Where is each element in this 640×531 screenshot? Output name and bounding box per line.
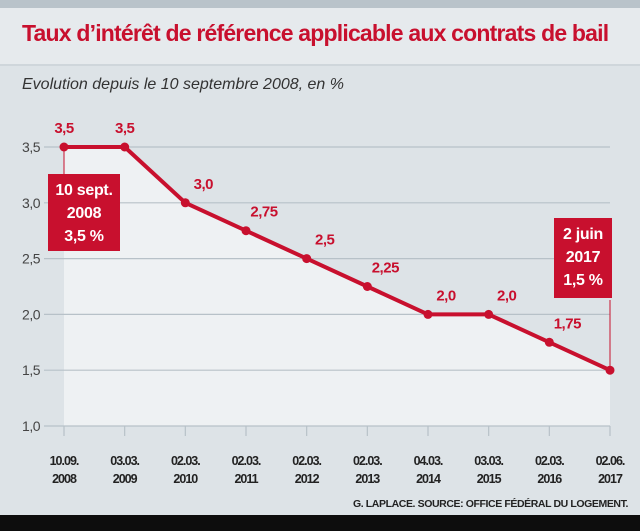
annotation-text: 10 sept.: [55, 182, 112, 199]
x-tick-label: 2014: [416, 472, 441, 486]
x-tick-label: 2011: [234, 472, 258, 486]
y-tick-label: 2,0: [22, 306, 41, 322]
data-point: [544, 337, 554, 347]
y-tick-label: 2,5: [22, 251, 41, 267]
data-label: 1,75: [554, 315, 581, 332]
data-point: [484, 309, 494, 319]
annotation-text: 3,5 %: [64, 228, 103, 245]
data-point: [605, 365, 615, 375]
data-label: 2,25: [372, 260, 399, 277]
x-tick-label: 02.03.: [535, 454, 564, 468]
x-tick-label: 03.03.: [474, 454, 503, 468]
x-tick-label: 2016: [537, 472, 562, 486]
x-tick-label: 2009: [113, 472, 138, 486]
annotation-box: [554, 218, 612, 298]
data-point: [120, 142, 130, 152]
y-tick-label: 1,0: [22, 418, 41, 434]
x-tick-label: 04.03.: [414, 454, 443, 468]
source-credit: G. LAPLACE. SOURCE: OFFICE FÉDÉRAL DU LO…: [352, 498, 628, 510]
x-tick-label: 02.03.: [232, 454, 261, 468]
data-point: [302, 254, 312, 264]
x-tick-label: 02.03.: [292, 454, 321, 468]
data-point: [362, 282, 372, 291]
x-tick-label: 2010: [173, 472, 198, 486]
plot-area-fill: [64, 147, 610, 426]
x-tick-label: 2008: [52, 472, 77, 486]
annotation-text: 1,5 %: [563, 272, 602, 289]
title-band: [0, 8, 640, 66]
annotation-text: 2017: [566, 249, 601, 266]
data-label: 3,0: [194, 176, 214, 193]
annotation-box: [48, 174, 120, 251]
x-tick-label: 02.03.: [171, 454, 200, 468]
data-label: 3,5: [115, 120, 135, 137]
data-point: [59, 142, 69, 152]
x-tick-label: 10.09.: [50, 454, 79, 468]
x-tick-label: 2012: [295, 472, 320, 486]
top-band: [0, 0, 640, 8]
x-tick-label: 2017: [598, 472, 623, 486]
data-point: [241, 226, 251, 236]
data-label: 2,0: [436, 287, 456, 304]
data-label: 2,0: [497, 287, 517, 304]
annotation-text: 2 juin: [563, 226, 603, 243]
annotation-text: 2008: [67, 205, 102, 222]
y-tick-label: 3,5: [22, 139, 41, 155]
data-point: [423, 309, 433, 319]
data-label: 3,5: [54, 120, 74, 137]
y-tick-label: 1,5: [22, 362, 41, 378]
chart-subtitle: Evolution depuis le 10 septembre 2008, e…: [22, 76, 344, 93]
x-tick-label: 2013: [355, 472, 380, 486]
x-tick-label: 02.03.: [353, 454, 382, 468]
data-label: 2,75: [250, 204, 277, 221]
x-tick-label: 03.03.: [110, 454, 139, 468]
bottom-band: [0, 515, 640, 531]
x-tick-label: 02.06.: [596, 454, 625, 468]
series-line: [64, 145, 611, 373]
data-label: 2,5: [315, 232, 335, 249]
y-tick-label: 3,0: [22, 195, 41, 211]
data-point: [180, 198, 190, 208]
x-tick-label: 2015: [477, 472, 502, 486]
chart-title: Taux d’intérêt de référence applicable a…: [22, 20, 609, 46]
